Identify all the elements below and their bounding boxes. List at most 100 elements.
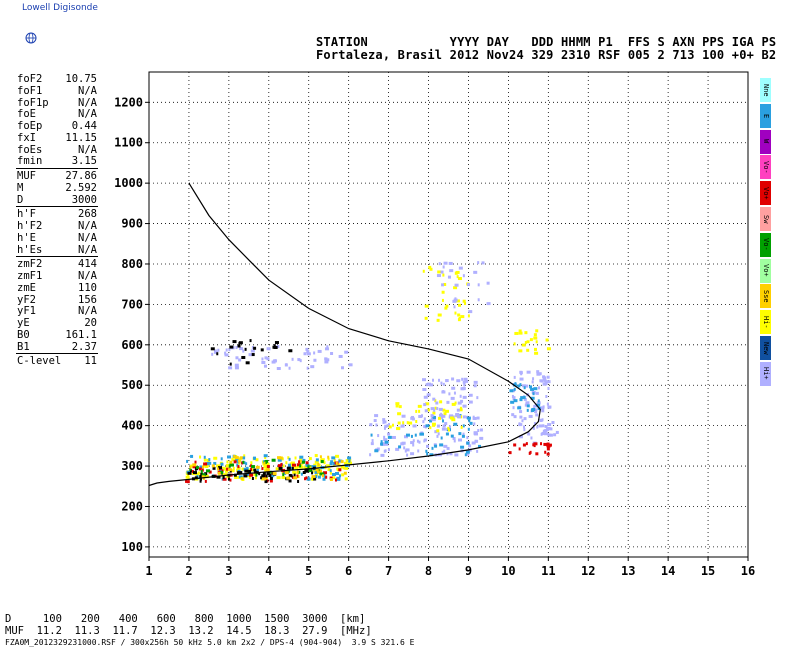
legend-swatch: Vo- [760, 155, 771, 180]
echo-point [535, 391, 539, 395]
echo-point [277, 456, 282, 460]
echo-point [460, 315, 465, 319]
param-row: foEp 0.44 [17, 120, 97, 132]
echo-point [192, 471, 197, 475]
echo-point [467, 283, 471, 287]
echo-point [286, 466, 291, 470]
echo-point [479, 428, 483, 432]
echo-point [249, 473, 254, 477]
param-label: yE [17, 317, 30, 329]
echo-point [529, 338, 533, 342]
echo-point [513, 387, 516, 391]
echo-point [468, 419, 471, 423]
echo-point [380, 442, 384, 446]
echo-point [444, 306, 448, 310]
legend-label: Vo- [762, 238, 770, 252]
echo-point [248, 475, 251, 479]
echo-point [236, 475, 241, 479]
echo-point [314, 471, 319, 475]
param-row: zmF1 N/A [17, 270, 97, 282]
echo-point [524, 331, 528, 335]
echo-point [511, 413, 515, 417]
echo-point [545, 394, 548, 398]
echo-point [416, 439, 419, 443]
echo-point [309, 466, 312, 470]
param-label: fmin [17, 155, 43, 168]
echo-point [437, 416, 441, 420]
echo-point [442, 408, 446, 412]
y-tick-label: 700 [121, 297, 143, 311]
echo-point [382, 418, 386, 422]
echo-point [325, 475, 328, 479]
echo-point [277, 464, 282, 468]
echo-point [216, 352, 219, 356]
legend-swatch: E [760, 103, 771, 128]
echo-point [326, 464, 331, 468]
echo-point [296, 463, 301, 467]
x-tick-label: 1 [145, 564, 152, 578]
echo-point [402, 421, 405, 425]
echo-point [329, 469, 332, 473]
echo-point [415, 409, 418, 413]
param-separator [16, 353, 98, 355]
echo-point [228, 348, 231, 352]
echo-point [461, 377, 464, 381]
param-row: B0 161.1 [17, 329, 97, 341]
muf-table-muf-row: MUF 11.2 11.3 11.7 12.3 13.2 14.5 18.3 2… [5, 625, 372, 637]
echo-point [522, 384, 527, 388]
echo-point [246, 472, 250, 476]
x-tick-label: 6 [345, 564, 352, 578]
echo-point [454, 283, 459, 287]
echo-point [418, 414, 423, 418]
echo-point [466, 416, 471, 420]
echo-point [241, 461, 244, 465]
echo-point [316, 470, 320, 474]
echo-point [538, 424, 543, 428]
echo-point [462, 395, 467, 399]
echo-point [201, 475, 205, 479]
echo-point [317, 349, 322, 353]
echo-point [370, 442, 374, 446]
echo-point [513, 342, 516, 346]
y-tick-label: 1200 [114, 95, 143, 109]
echo-point [472, 416, 477, 420]
echo-point [476, 396, 479, 400]
echo-point [546, 380, 551, 384]
echo-point [519, 410, 523, 414]
param-label: yF2 [17, 293, 36, 306]
echo-point [457, 318, 461, 322]
x-tick-label: 15 [701, 564, 715, 578]
echo-point [305, 476, 308, 480]
param-value: 268 [78, 208, 97, 221]
echo-point [529, 385, 533, 389]
legend-swatch: Hi- [760, 310, 771, 335]
echo-point [528, 451, 531, 455]
echo-point [317, 475, 321, 479]
echo-point [546, 402, 549, 406]
echo-point [453, 305, 456, 309]
echo-point [228, 366, 233, 370]
echo-point [369, 423, 373, 427]
echo-point [426, 393, 431, 397]
digisonde-globe-icon [6, 10, 37, 44]
echo-point [327, 457, 330, 461]
echo-point [311, 475, 316, 479]
echo-point [533, 404, 536, 408]
echo-point [513, 399, 518, 403]
echo-point [438, 413, 443, 417]
echo-point [245, 361, 250, 365]
echo-point [547, 387, 550, 391]
echo-point [331, 472, 336, 476]
echo-point [232, 466, 235, 470]
echo-point [528, 414, 533, 418]
legend-label: E [762, 113, 770, 118]
echo-point [466, 441, 470, 445]
echo-point [298, 460, 301, 464]
echo-point [190, 464, 195, 468]
echo-point [454, 453, 459, 457]
echo-point [425, 449, 428, 453]
echo-point [547, 423, 552, 427]
echo-point [264, 480, 268, 484]
echo-point [241, 355, 246, 359]
echo-point [446, 452, 449, 456]
